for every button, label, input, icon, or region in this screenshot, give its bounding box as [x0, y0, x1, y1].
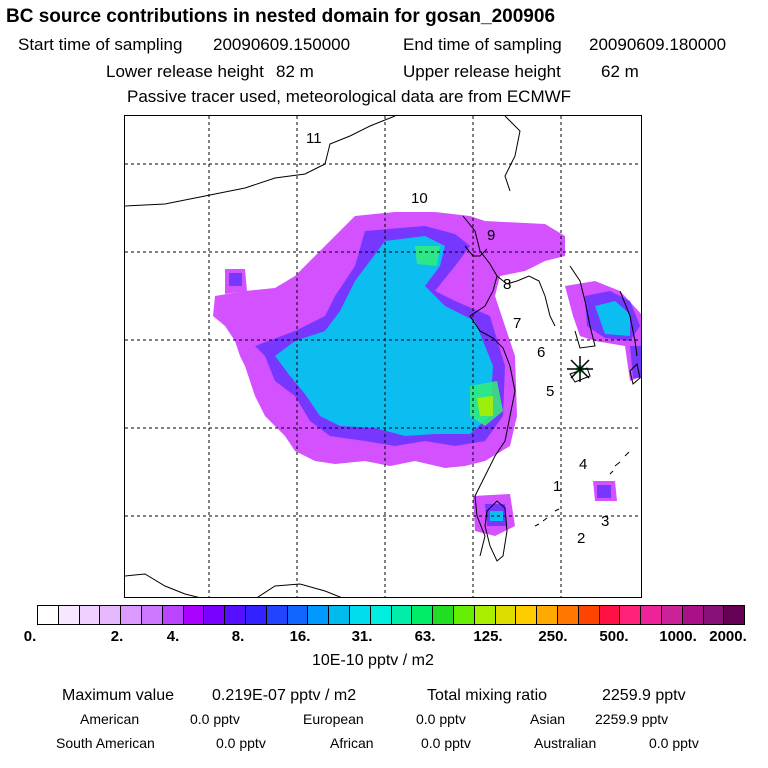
- colorbar-tick-label: 31.: [351, 628, 373, 645]
- region-label-7: 7: [513, 315, 522, 332]
- colorbar-swatch: [329, 606, 350, 624]
- colorbar-swatch: [121, 606, 142, 624]
- region-american-value: 0.0 pptv: [190, 711, 240, 727]
- region-label-10: 10: [411, 190, 428, 207]
- colorbar-tick-label: 125.: [473, 628, 503, 645]
- region-label-5: 5: [546, 383, 555, 400]
- colorbar-tick-label: 4.: [166, 628, 180, 645]
- colorbar-swatch: [557, 606, 579, 624]
- colorbar-swatch: [412, 606, 434, 624]
- coastlines: [125, 116, 641, 597]
- colorbar-swatch: [599, 606, 621, 624]
- region-label-2: 2: [577, 530, 586, 547]
- end-time-label: End time of sampling: [403, 35, 562, 54]
- colorbar-tick-label: 2.: [110, 628, 124, 645]
- colorbar-swatch: [245, 606, 267, 624]
- region-american-name: American: [80, 711, 140, 727]
- lower-height-label: Lower release height: [106, 62, 264, 81]
- region-australian-name: Australian: [534, 735, 597, 751]
- region-european-value: 0.0 pptv: [416, 711, 466, 727]
- receptor-asterisk-icon: [567, 356, 593, 382]
- end-time-value: 20090609.180000: [589, 35, 727, 54]
- colorbar-swatch: [100, 606, 122, 624]
- colorbar-tick-label: 2000.: [709, 628, 747, 645]
- plume-hot: [477, 396, 493, 416]
- colorbar-swatch: [162, 606, 184, 624]
- region-asian-name: Asian: [530, 711, 566, 727]
- total-mixing-label: Total mixing ratio: [427, 687, 548, 704]
- colorbar-swatch: [433, 606, 454, 624]
- colorbar-unit: 10E-10 pptv / m2: [312, 652, 434, 669]
- colorbar-swatch: [516, 606, 538, 624]
- colorbar-swatch: [204, 606, 226, 624]
- colorbar-tick-label: 8.: [231, 628, 245, 645]
- region-african-value: 0.0 pptv: [421, 735, 471, 751]
- total-mixing-value: 2259.9 pptv: [602, 687, 686, 704]
- colorbar-swatch: [474, 606, 496, 624]
- region-australian-value: 0.0 pptv: [649, 735, 699, 751]
- start-time-value: 20090609.150000: [213, 35, 351, 54]
- region-label-9: 9: [487, 227, 496, 244]
- region-label-1: 1: [553, 478, 562, 495]
- colorbar-tick-label: 1000.: [659, 628, 697, 645]
- colorbar-swatch: [38, 606, 59, 624]
- colorbar-swatch: [703, 606, 725, 624]
- max-value-label: Maximum value: [62, 687, 175, 704]
- start-time-label: Start time of sampling: [18, 35, 183, 54]
- colorbar-swatch: [79, 606, 101, 624]
- colorbar-swatch: [724, 606, 745, 624]
- colorbar-tick-label: 500.: [599, 628, 629, 645]
- map-panel: 11 10 9 8 7 6 5 4 1 3 2: [124, 115, 642, 598]
- region-asian-value: 2259.9 pptv: [595, 711, 669, 727]
- region-south-american-name: South American: [56, 735, 155, 751]
- colorbar-swatch: [308, 606, 330, 624]
- colorbar-swatch: [620, 606, 642, 624]
- colorbar-swatch: [349, 606, 371, 624]
- region-label-4: 4: [579, 456, 588, 473]
- region-label-6: 6: [537, 344, 546, 361]
- region-south-american-value: 0.0 pptv: [216, 735, 266, 751]
- colorbar-tick-label: 63.: [414, 628, 436, 645]
- colorbar: [37, 605, 745, 625]
- region-label-11: 11: [306, 130, 322, 147]
- grid-lines: [125, 116, 641, 597]
- colorbar-swatch: [370, 606, 392, 624]
- colorbar-swatch: [391, 606, 413, 624]
- colorbar-swatch: [661, 606, 683, 624]
- colorbar-swatch: [141, 606, 163, 624]
- colorbar-swatch: [225, 606, 246, 624]
- colorbar-tick-label: 0.: [23, 628, 37, 645]
- colorbar-swatch: [641, 606, 662, 624]
- tracer-note: Passive tracer used, meteorological data…: [127, 87, 572, 106]
- colorbar-swatch: [287, 606, 309, 624]
- colorbar-swatch: [578, 606, 600, 624]
- region-european-name: European: [303, 711, 364, 727]
- colorbar-swatch: [183, 606, 205, 624]
- colorbar-tick-label: 16.: [289, 628, 311, 645]
- colorbar-swatch: [537, 606, 558, 624]
- map-svg: [125, 116, 641, 597]
- region-label-8: 8: [503, 276, 512, 293]
- colorbar-swatch: [266, 606, 288, 624]
- region-label-3: 3: [601, 513, 610, 530]
- page-title: BC source contributions in nested domain…: [6, 6, 556, 27]
- colorbar-swatch: [682, 606, 704, 624]
- colorbar-swatch: [495, 606, 517, 624]
- max-value: 0.219E-07 pptv / m2: [212, 687, 357, 704]
- colorbar-swatch: [453, 606, 475, 624]
- region-african-name: African: [330, 735, 374, 751]
- upper-height-value: 62 m: [601, 62, 639, 81]
- plume-inner: [275, 236, 630, 521]
- upper-height-label: Upper release height: [403, 62, 561, 81]
- colorbar-tick-label: 250.: [538, 628, 568, 645]
- lower-height-value: 82 m: [276, 62, 314, 81]
- colorbar-swatch: [58, 606, 80, 624]
